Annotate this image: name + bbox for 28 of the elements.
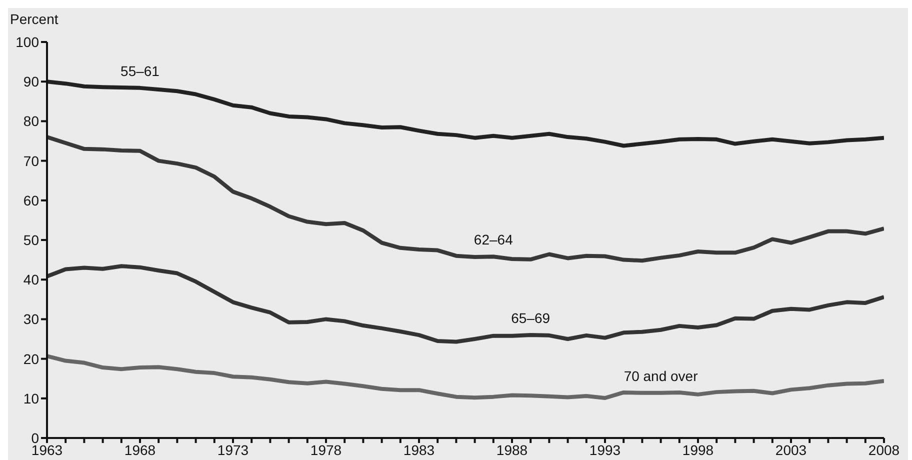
y-tick-label: 40 [23,272,40,288]
y-tick-label: 100 [16,34,40,50]
y-tick-label: 70 [23,152,40,169]
y-tick-label: 30 [23,311,40,328]
y-tick-label: 20 [23,350,40,367]
x-tick-label: 1988 [496,442,528,458]
x-tick-label: 1978 [310,442,342,458]
y-tick-label: 80 [23,113,40,130]
x-tick-label: 1983 [403,442,435,458]
y-tick-label: 10 [23,390,40,406]
series-label: 65–69 [511,310,550,326]
line-series [47,80,884,148]
x-tick-label: 1998 [682,442,714,458]
y-tick-label: 90 [23,74,40,90]
line-series [47,264,884,344]
line-series [47,354,884,400]
series-label: 55–61 [120,62,160,79]
x-tick-label: 1993 [589,442,621,458]
x-tick-label: 2003 [775,442,807,458]
series-label: 62–64 [474,232,514,248]
y-tick-label: 60 [23,192,40,208]
x-tick-label: 2008 [868,442,900,458]
x-tick-label: 1968 [124,442,156,458]
series-label: 70 and over [624,368,698,384]
x-tick-label: 1973 [217,442,249,458]
y-axis-title: Percent [10,11,58,27]
line-series [47,135,884,263]
y-tick-label: 50 [23,232,40,248]
